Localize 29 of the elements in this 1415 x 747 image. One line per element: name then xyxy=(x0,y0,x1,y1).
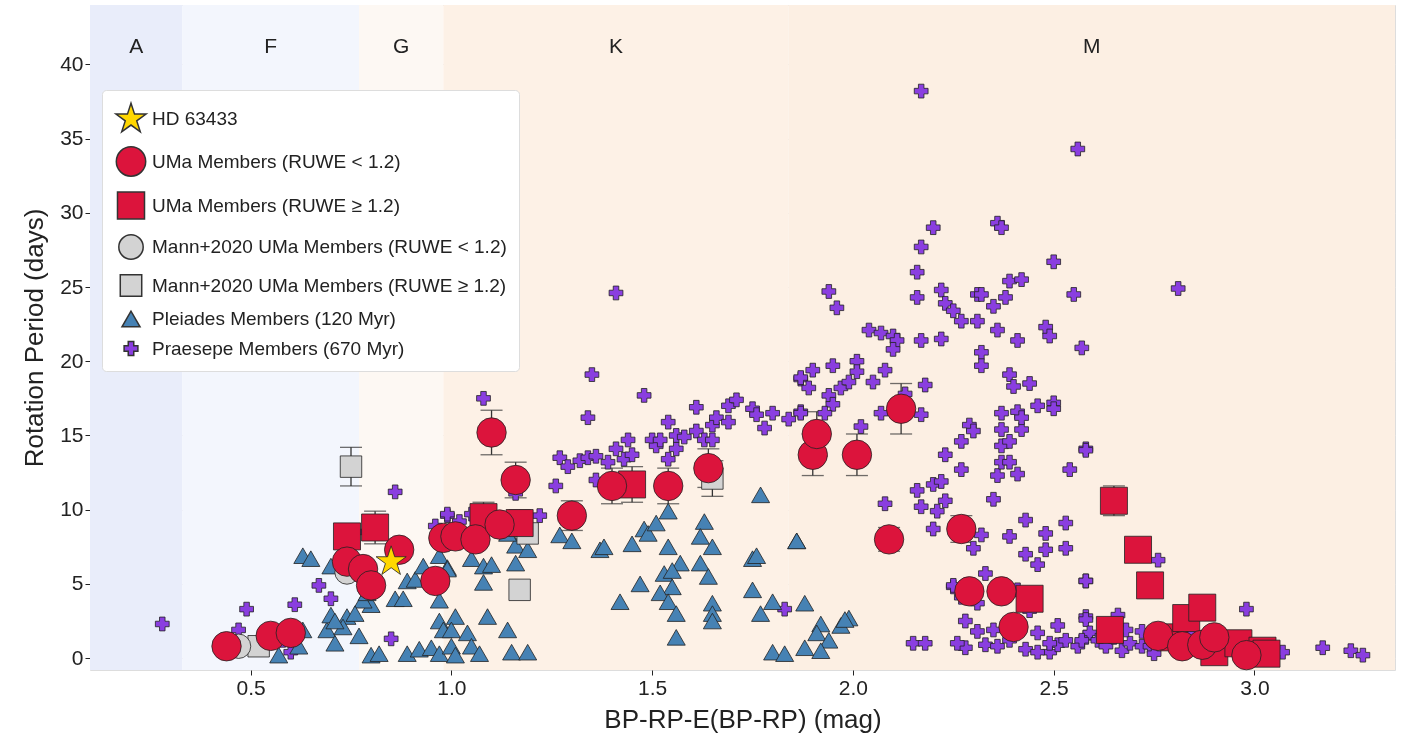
band-label: F xyxy=(264,34,278,57)
band-label: K xyxy=(609,34,624,57)
y-tick-label: 35 xyxy=(60,126,84,150)
x-axis-title: BP-RP-E(BP-RP) (mag) xyxy=(604,703,882,734)
legend-label: UMa Members (RUWE ≥ 1.2) xyxy=(152,194,400,216)
legend-label: Praesepe Members (670 Myr) xyxy=(152,337,405,359)
legend-label: Mann+2020 UMa Members (RUWE ≥ 1.2) xyxy=(152,274,507,296)
x-tick-label: 1.0 xyxy=(437,675,467,699)
y-tick-label: 0 xyxy=(71,645,84,669)
y-tick-label: 40 xyxy=(60,51,84,75)
y-axis-title: Rotation Period (days) xyxy=(19,208,50,468)
x-tick-label: 2.5 xyxy=(1039,675,1069,699)
band-label: G xyxy=(393,34,410,57)
y-tick-label: 5 xyxy=(71,571,84,595)
legend-label: HD 63433 xyxy=(152,108,238,129)
band-label: A xyxy=(129,34,144,57)
legend-label: Mann+2020 UMa Members (RUWE < 1.2) xyxy=(152,236,507,257)
x-tick-label: 2.0 xyxy=(838,675,869,699)
y-tick-label: 15 xyxy=(60,422,84,446)
y-tick-label: 25 xyxy=(60,274,84,298)
x-tick-label: 3.0 xyxy=(1240,675,1270,699)
y-tick-label: 10 xyxy=(60,497,84,521)
x-tick-label: 0.5 xyxy=(236,675,266,699)
band-label: M xyxy=(1083,34,1101,57)
legend-label: UMa Members (RUWE < 1.2) xyxy=(152,150,401,172)
legend-label: Pleiades Members (120 Myr) xyxy=(152,308,396,329)
y-tick-label: 20 xyxy=(60,348,84,372)
x-tick-label: 1.5 xyxy=(638,675,668,699)
y-tick-label: 30 xyxy=(60,200,84,224)
